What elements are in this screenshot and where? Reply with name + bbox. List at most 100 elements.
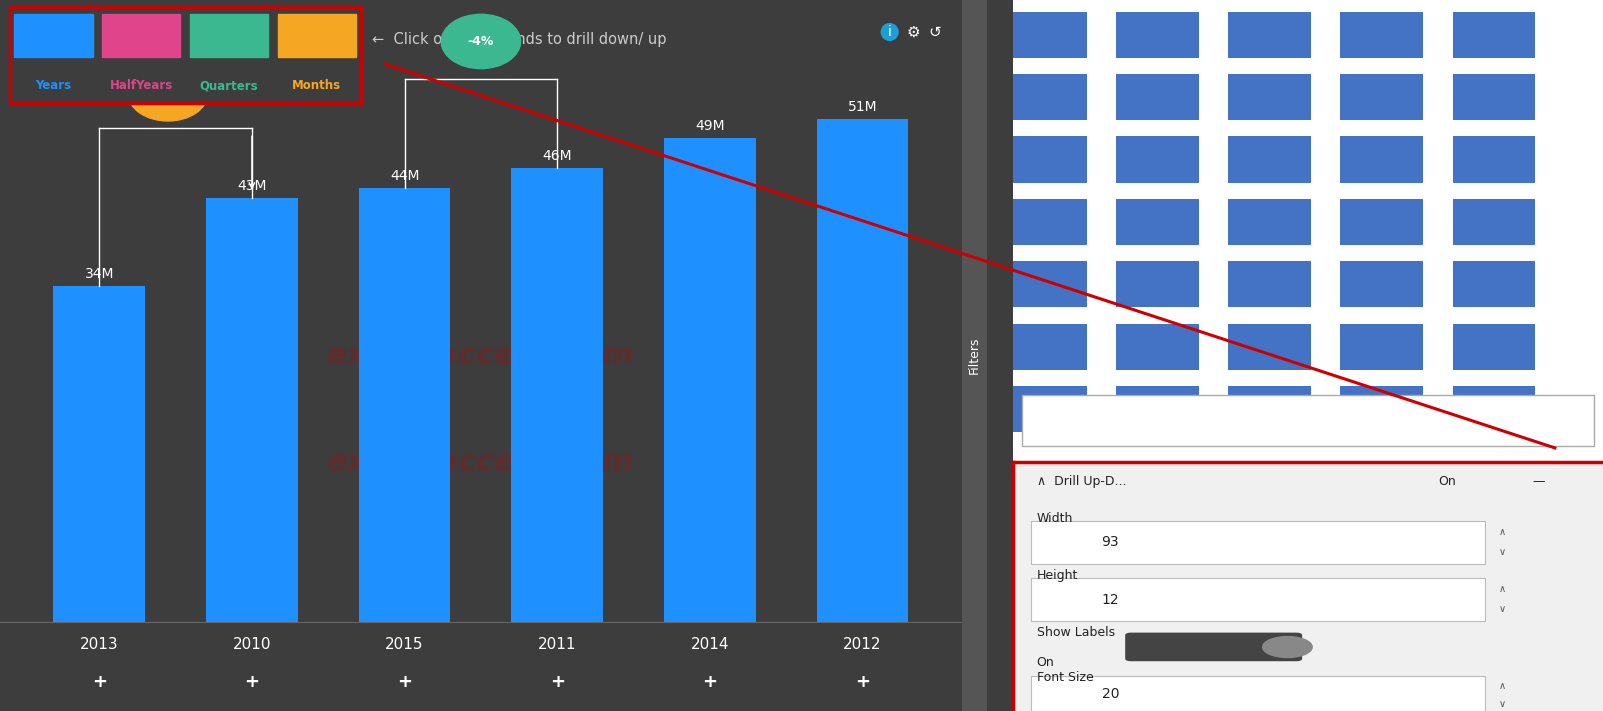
FancyBboxPatch shape	[1125, 633, 1302, 661]
Text: 34M: 34M	[85, 267, 114, 282]
Text: On: On	[1037, 656, 1055, 669]
FancyBboxPatch shape	[1116, 261, 1199, 307]
FancyBboxPatch shape	[1116, 199, 1199, 245]
Text: ∨: ∨	[1499, 698, 1507, 709]
Text: Height: Height	[1037, 569, 1079, 582]
Text: Quarters: Quarters	[200, 80, 258, 92]
Text: HalfYears: HalfYears	[109, 80, 173, 92]
Ellipse shape	[128, 67, 208, 121]
Text: 46M: 46M	[542, 149, 572, 163]
Text: 2011: 2011	[539, 637, 577, 652]
FancyBboxPatch shape	[1340, 74, 1423, 120]
Text: +: +	[244, 673, 260, 692]
FancyBboxPatch shape	[1340, 386, 1423, 432]
Text: 2010: 2010	[232, 637, 271, 652]
Text: 12: 12	[1101, 592, 1119, 606]
FancyBboxPatch shape	[1452, 324, 1536, 370]
Text: excelnaccess.com: excelnaccess.com	[327, 341, 635, 370]
Bar	[511, 168, 603, 622]
FancyBboxPatch shape	[1228, 199, 1311, 245]
Bar	[359, 188, 450, 622]
Text: 44M: 44M	[390, 169, 420, 183]
Text: Show Labels: Show Labels	[1037, 626, 1114, 639]
FancyBboxPatch shape	[1003, 324, 1087, 370]
Text: Years: Years	[35, 80, 72, 92]
FancyBboxPatch shape	[1003, 137, 1087, 183]
FancyBboxPatch shape	[1031, 676, 1484, 711]
Text: ←  Click on the legends to drill down/ up: ← Click on the legends to drill down/ up	[372, 31, 667, 47]
Text: —: —	[1532, 475, 1545, 488]
Bar	[53, 287, 144, 622]
FancyBboxPatch shape	[1023, 395, 1593, 446]
Text: 2013: 2013	[80, 637, 119, 652]
Text: +: +	[702, 673, 718, 692]
FancyBboxPatch shape	[1228, 74, 1311, 120]
FancyBboxPatch shape	[1228, 261, 1311, 307]
Text: 43M: 43M	[237, 178, 266, 193]
Ellipse shape	[441, 14, 521, 69]
FancyBboxPatch shape	[1452, 261, 1536, 307]
FancyBboxPatch shape	[1003, 261, 1087, 307]
Text: 27%: 27%	[152, 87, 183, 100]
Circle shape	[1263, 636, 1313, 658]
Text: i: i	[888, 25, 891, 39]
FancyBboxPatch shape	[1340, 199, 1423, 245]
Text: ↺: ↺	[928, 24, 941, 40]
Text: excelnaccess.com: excelnaccess.com	[327, 448, 635, 476]
Text: +: +	[91, 673, 107, 692]
FancyBboxPatch shape	[103, 14, 180, 57]
FancyBboxPatch shape	[1003, 199, 1087, 245]
Bar	[664, 138, 755, 622]
FancyBboxPatch shape	[1003, 74, 1087, 120]
FancyBboxPatch shape	[1452, 137, 1536, 183]
FancyBboxPatch shape	[1340, 11, 1423, 58]
FancyBboxPatch shape	[1116, 386, 1199, 432]
Text: 49M: 49M	[696, 119, 725, 134]
FancyBboxPatch shape	[1116, 11, 1199, 58]
Text: ∧: ∧	[1499, 527, 1507, 537]
Text: 51M: 51M	[848, 100, 877, 114]
Text: 93: 93	[1101, 535, 1119, 550]
Text: Filters: Filters	[968, 337, 981, 374]
Text: ∧: ∧	[1499, 681, 1507, 691]
FancyBboxPatch shape	[1116, 74, 1199, 120]
FancyBboxPatch shape	[1452, 11, 1536, 58]
Text: 2014: 2014	[691, 637, 729, 652]
Text: 20: 20	[1101, 687, 1119, 700]
FancyBboxPatch shape	[1228, 386, 1311, 432]
FancyBboxPatch shape	[189, 14, 268, 57]
Text: Width: Width	[1037, 512, 1072, 525]
FancyBboxPatch shape	[1228, 324, 1311, 370]
FancyBboxPatch shape	[1003, 11, 1087, 58]
FancyBboxPatch shape	[1228, 11, 1311, 58]
Text: ∨: ∨	[1499, 604, 1507, 614]
FancyBboxPatch shape	[1340, 261, 1423, 307]
Text: 2015: 2015	[385, 637, 423, 652]
Text: ⚙: ⚙	[907, 24, 920, 40]
FancyBboxPatch shape	[1228, 137, 1311, 183]
Bar	[818, 119, 909, 622]
Text: 🔍  Search: 🔍 Search	[1060, 414, 1119, 427]
FancyBboxPatch shape	[1031, 520, 1484, 565]
Text: -4%: -4%	[468, 35, 494, 48]
Text: ∧: ∧	[1499, 584, 1507, 594]
FancyBboxPatch shape	[1340, 137, 1423, 183]
Text: 2012: 2012	[843, 637, 882, 652]
FancyBboxPatch shape	[1340, 324, 1423, 370]
FancyBboxPatch shape	[1452, 386, 1536, 432]
Text: Font Size: Font Size	[1037, 671, 1093, 684]
FancyBboxPatch shape	[14, 14, 93, 57]
FancyBboxPatch shape	[1031, 578, 1484, 621]
FancyBboxPatch shape	[1116, 324, 1199, 370]
Bar	[207, 198, 298, 622]
Text: +: +	[854, 673, 870, 692]
FancyBboxPatch shape	[1452, 199, 1536, 245]
FancyBboxPatch shape	[277, 14, 356, 57]
FancyBboxPatch shape	[1003, 386, 1087, 432]
FancyBboxPatch shape	[1116, 137, 1199, 183]
Text: +: +	[550, 673, 564, 692]
Text: On: On	[1438, 475, 1456, 488]
Text: ∧  Drill Up-D...: ∧ Drill Up-D...	[1037, 475, 1127, 488]
Text: +: +	[398, 673, 412, 692]
Text: Months: Months	[292, 80, 341, 92]
